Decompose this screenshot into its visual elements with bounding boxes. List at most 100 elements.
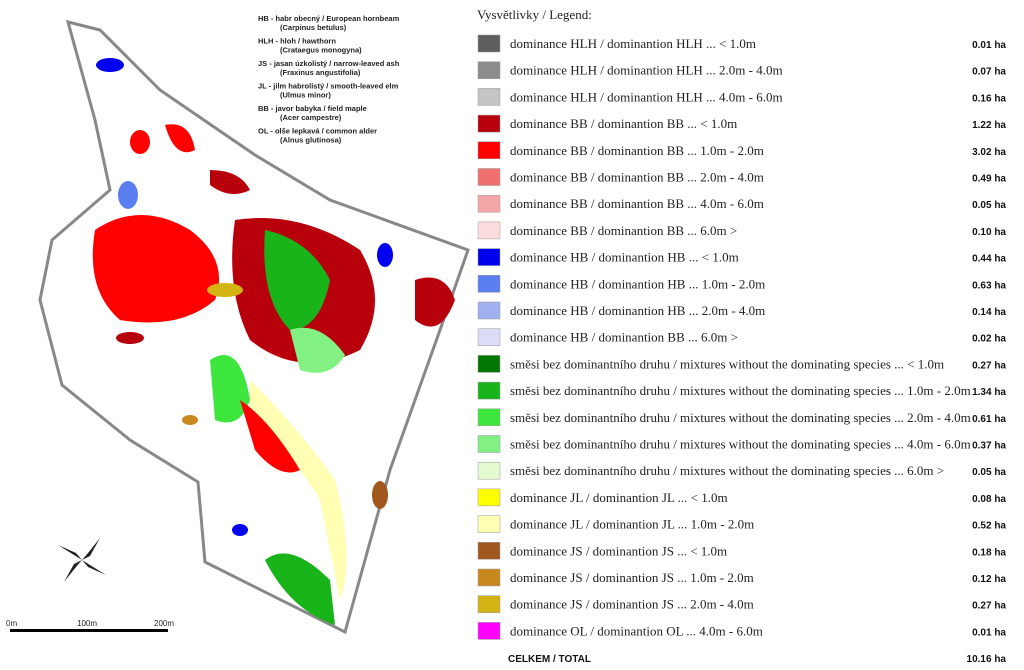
legend-label: dominance HLH / dominantion HLH ... 4.0m… [510, 89, 783, 104]
compass-arrow [58, 545, 82, 560]
legend-area: 0.01 ha [972, 40, 1006, 51]
legend-swatch [477, 301, 501, 320]
legend-label: dominance HLH / dominantion HLH ... 2.0m… [510, 63, 783, 78]
patch [96, 58, 124, 72]
legend-area: 1.34 ha [972, 387, 1006, 398]
legend-area: 0.14 ha [972, 307, 1006, 318]
legend-swatch [477, 194, 501, 213]
legend-swatch [477, 408, 501, 427]
scale-label: 100m [77, 619, 97, 628]
legend-swatch [477, 61, 501, 79]
species-name: HB - habr obecný / European hornbeam [258, 14, 400, 23]
legend-label: dominance OL / dominantion OL ... 4.0m -… [510, 623, 763, 638]
patch [116, 332, 144, 344]
patch [290, 327, 345, 373]
legend-label: směsi bez dominantního druhu / mixtures … [510, 463, 944, 478]
legend-label: dominance BB / dominantion BB ... 4.0m -… [510, 196, 764, 211]
species-latin: (Ulmus minor) [280, 91, 331, 100]
legend-area: 0.05 ha [972, 467, 1006, 478]
legend-label: dominance BB / dominantion BB ... 1.0m -… [510, 143, 764, 158]
legend-label: směsi bez dominantního druhu / mixtures … [510, 356, 944, 371]
patch [165, 124, 195, 153]
legend-swatch [477, 488, 501, 507]
patch [232, 524, 248, 536]
patch [210, 355, 250, 423]
legend-area: 0.63 ha [972, 280, 1006, 291]
species-latin: (Alnus glutinosa) [280, 136, 342, 145]
patch [210, 170, 250, 194]
legend-swatch [477, 515, 501, 533]
legend-swatch [477, 595, 501, 613]
species-name: JL - jilm habrolistý / smooth-leaved elm [258, 82, 399, 91]
map: 0m 100m 200m [6, 19, 470, 635]
legend-area: 0.12 ha [972, 574, 1006, 585]
patch [240, 400, 300, 473]
species-name: JS - jasan úzkolistý / narrow-leaved ash [258, 59, 400, 68]
scale-bar [10, 629, 168, 632]
species-name: OL - olše lepkavá / common alder [258, 127, 377, 136]
total-area: 10.16 ha [967, 654, 1007, 665]
legend-label: směsi bez dominantního druhu / mixtures … [510, 410, 971, 425]
legend-label: dominance JS / dominantion JS ... 1.0m -… [510, 570, 754, 585]
patch [182, 415, 198, 425]
legend-area: 0.49 ha [972, 174, 1006, 185]
legend-swatch [477, 568, 501, 587]
species-name: HLH - hloh / hawthorn [258, 37, 336, 46]
legend-swatch [477, 275, 501, 293]
legend: dominance HLH / dominantion HLH ... < 1.… [477, 34, 1006, 640]
legend-label: směsi bez dominantního druhu / mixtures … [510, 437, 971, 452]
legend-area: 0.37 ha [972, 441, 1006, 452]
patch [265, 553, 335, 625]
species-name: BB - javor babyka / field maple [258, 104, 367, 113]
patch [377, 243, 393, 267]
patch [92, 215, 220, 323]
legend-swatch [477, 248, 501, 266]
legend-area: 0.18 ha [972, 547, 1006, 558]
legend-swatch [477, 114, 501, 133]
compass-arrow [64, 560, 82, 582]
legend-label: směsi bez dominantního druhu / mixtures … [510, 383, 971, 398]
legend-label: dominance HB / dominantion BB ... 6.0m > [510, 330, 738, 345]
legend-area: 0.01 ha [972, 627, 1006, 638]
legend-title: Vysvětlivky / Legend: [477, 7, 592, 22]
legend-label: dominance BB / dominantion BB ... 2.0m -… [510, 170, 764, 185]
legend-area: 0.05 ha [972, 200, 1006, 211]
legend-area: 0.52 ha [972, 521, 1006, 532]
legend-label: dominance BB / dominantion BB ... < 1.0m [510, 116, 737, 131]
patch [264, 230, 330, 330]
legend-area: 3.02 ha [972, 147, 1006, 158]
legend-swatch [477, 622, 501, 640]
scale-label: 200m [154, 619, 174, 628]
legend-swatch [477, 381, 501, 400]
legend-swatch [477, 168, 501, 186]
legend-area: 0.27 ha [972, 601, 1006, 612]
compass [58, 538, 106, 582]
legend-swatch [477, 355, 501, 373]
legend-label: dominance HB / dominantion HB ... 2.0m -… [510, 303, 765, 318]
legend-label: dominance HB / dominantion HB ... 1.0m -… [510, 276, 765, 291]
legend-label: dominance BB / dominantion BB ... 6.0m > [510, 223, 737, 238]
legend-label: dominance HLH / dominantion HLH ... < 1.… [510, 36, 756, 51]
total-label: CELKEM / TOTAL [508, 654, 591, 665]
legend-label: dominance HB / dominantion HB ... < 1.0m [510, 250, 739, 265]
species-latin: (Acer campestre) [280, 113, 342, 122]
legend-area: 1.22 ha [972, 120, 1006, 131]
patch [372, 481, 388, 509]
patch [118, 181, 138, 209]
legend-area: 0.61 ha [972, 414, 1006, 425]
legend-swatch [477, 141, 501, 160]
patch [415, 277, 455, 327]
species-latin: (Carpinus betulus) [280, 23, 347, 32]
legend-label: dominance JS / dominantion JS ... < 1.0m [510, 543, 727, 558]
legend-area: 0.16 ha [972, 93, 1006, 104]
legend-swatch [477, 435, 501, 453]
species-list: HB - habr obecný / European hornbeam(Car… [258, 14, 400, 145]
legend-label: dominance JL / dominantion JL ... 1.0m -… [510, 517, 754, 532]
legend-swatch [477, 461, 501, 480]
patch [207, 283, 243, 297]
legend-area: 0.27 ha [972, 360, 1006, 371]
species-latin: (Crataegus monogyna) [280, 46, 362, 55]
legend-swatch [477, 542, 501, 560]
legend-label: dominance JS / dominantion JS ... 2.0m -… [510, 597, 754, 612]
